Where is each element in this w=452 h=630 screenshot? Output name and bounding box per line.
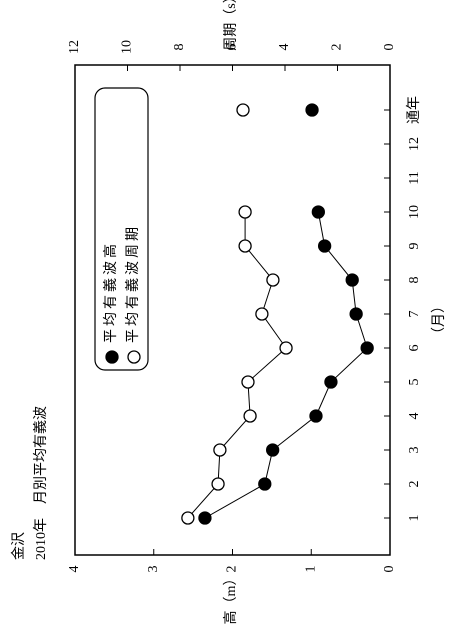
y-tick-label: 4 [67, 566, 82, 573]
data-point [198, 511, 212, 525]
data-point [211, 477, 225, 491]
data-point [236, 103, 250, 117]
x-tick-label: 8 [407, 277, 422, 284]
data-point [181, 511, 195, 525]
x-tick-label: 9 [407, 243, 422, 250]
x-tick-label: 5 [407, 379, 422, 386]
data-point [279, 341, 293, 355]
y-tick-label: 1 [303, 566, 318, 573]
y-axis-title: 波高（m） [222, 572, 239, 625]
y2-tick-label: 8 [172, 44, 187, 51]
rotated-chart: 金沢 2010年 月別平均有義波 波高（m） 周期（s） （月） 0123402… [11, 0, 447, 630]
y2-tick-label: 0 [382, 44, 397, 51]
data-point [243, 409, 257, 423]
series-line [205, 110, 367, 518]
legend-marker [105, 350, 119, 364]
data-point [317, 239, 332, 253]
x-tick-label: 3 [407, 447, 422, 454]
y2-tick-label: 12 [67, 40, 82, 54]
data-point [213, 443, 227, 457]
x-tick-label: 2 [407, 481, 422, 488]
y2-tick-label: 6 [225, 44, 240, 51]
data-point [241, 375, 255, 389]
y2-tick-label: 2 [330, 44, 345, 51]
chart-title: 金沢 [11, 532, 27, 560]
y2-axis-title: 周期（s） [223, 0, 239, 51]
x-tick-label: 7 [407, 311, 422, 318]
x-tick-label: 12 [407, 137, 422, 151]
data-point [360, 341, 374, 355]
data-point [238, 239, 252, 253]
data-point [324, 375, 338, 389]
data-point [305, 103, 319, 117]
legend-box [94, 87, 149, 371]
y2-tick-label: 4 [277, 44, 292, 51]
data-point [345, 273, 359, 287]
x-tick-label: 10 [407, 205, 422, 219]
data-point [258, 477, 272, 491]
y-tick-label: 2 [225, 566, 240, 573]
data-point [266, 443, 280, 457]
legend-label: 平均有義波高 [102, 241, 119, 343]
data-point [238, 205, 252, 219]
chart-subtitle: 2010年 月別平均有義波 [32, 406, 49, 560]
x-tick-label: 通年 [406, 96, 422, 124]
x-tick-label: 6 [407, 345, 422, 352]
y-tick-label: 0 [382, 566, 397, 573]
x-tick-label: 1 [407, 515, 422, 522]
legend-label: 平均有義波周期 [124, 224, 141, 343]
legend-marker [127, 350, 141, 364]
data-point [311, 205, 325, 219]
x-axis-title: （月） [431, 299, 447, 341]
x-tick-label: 4 [407, 413, 422, 420]
data-point [255, 307, 269, 321]
y-tick-label: 3 [146, 566, 161, 573]
x-tick-label: 11 [407, 171, 422, 184]
data-point [349, 307, 363, 321]
data-point [309, 409, 323, 423]
data-point [266, 273, 280, 287]
y2-tick-label: 10 [120, 40, 135, 54]
